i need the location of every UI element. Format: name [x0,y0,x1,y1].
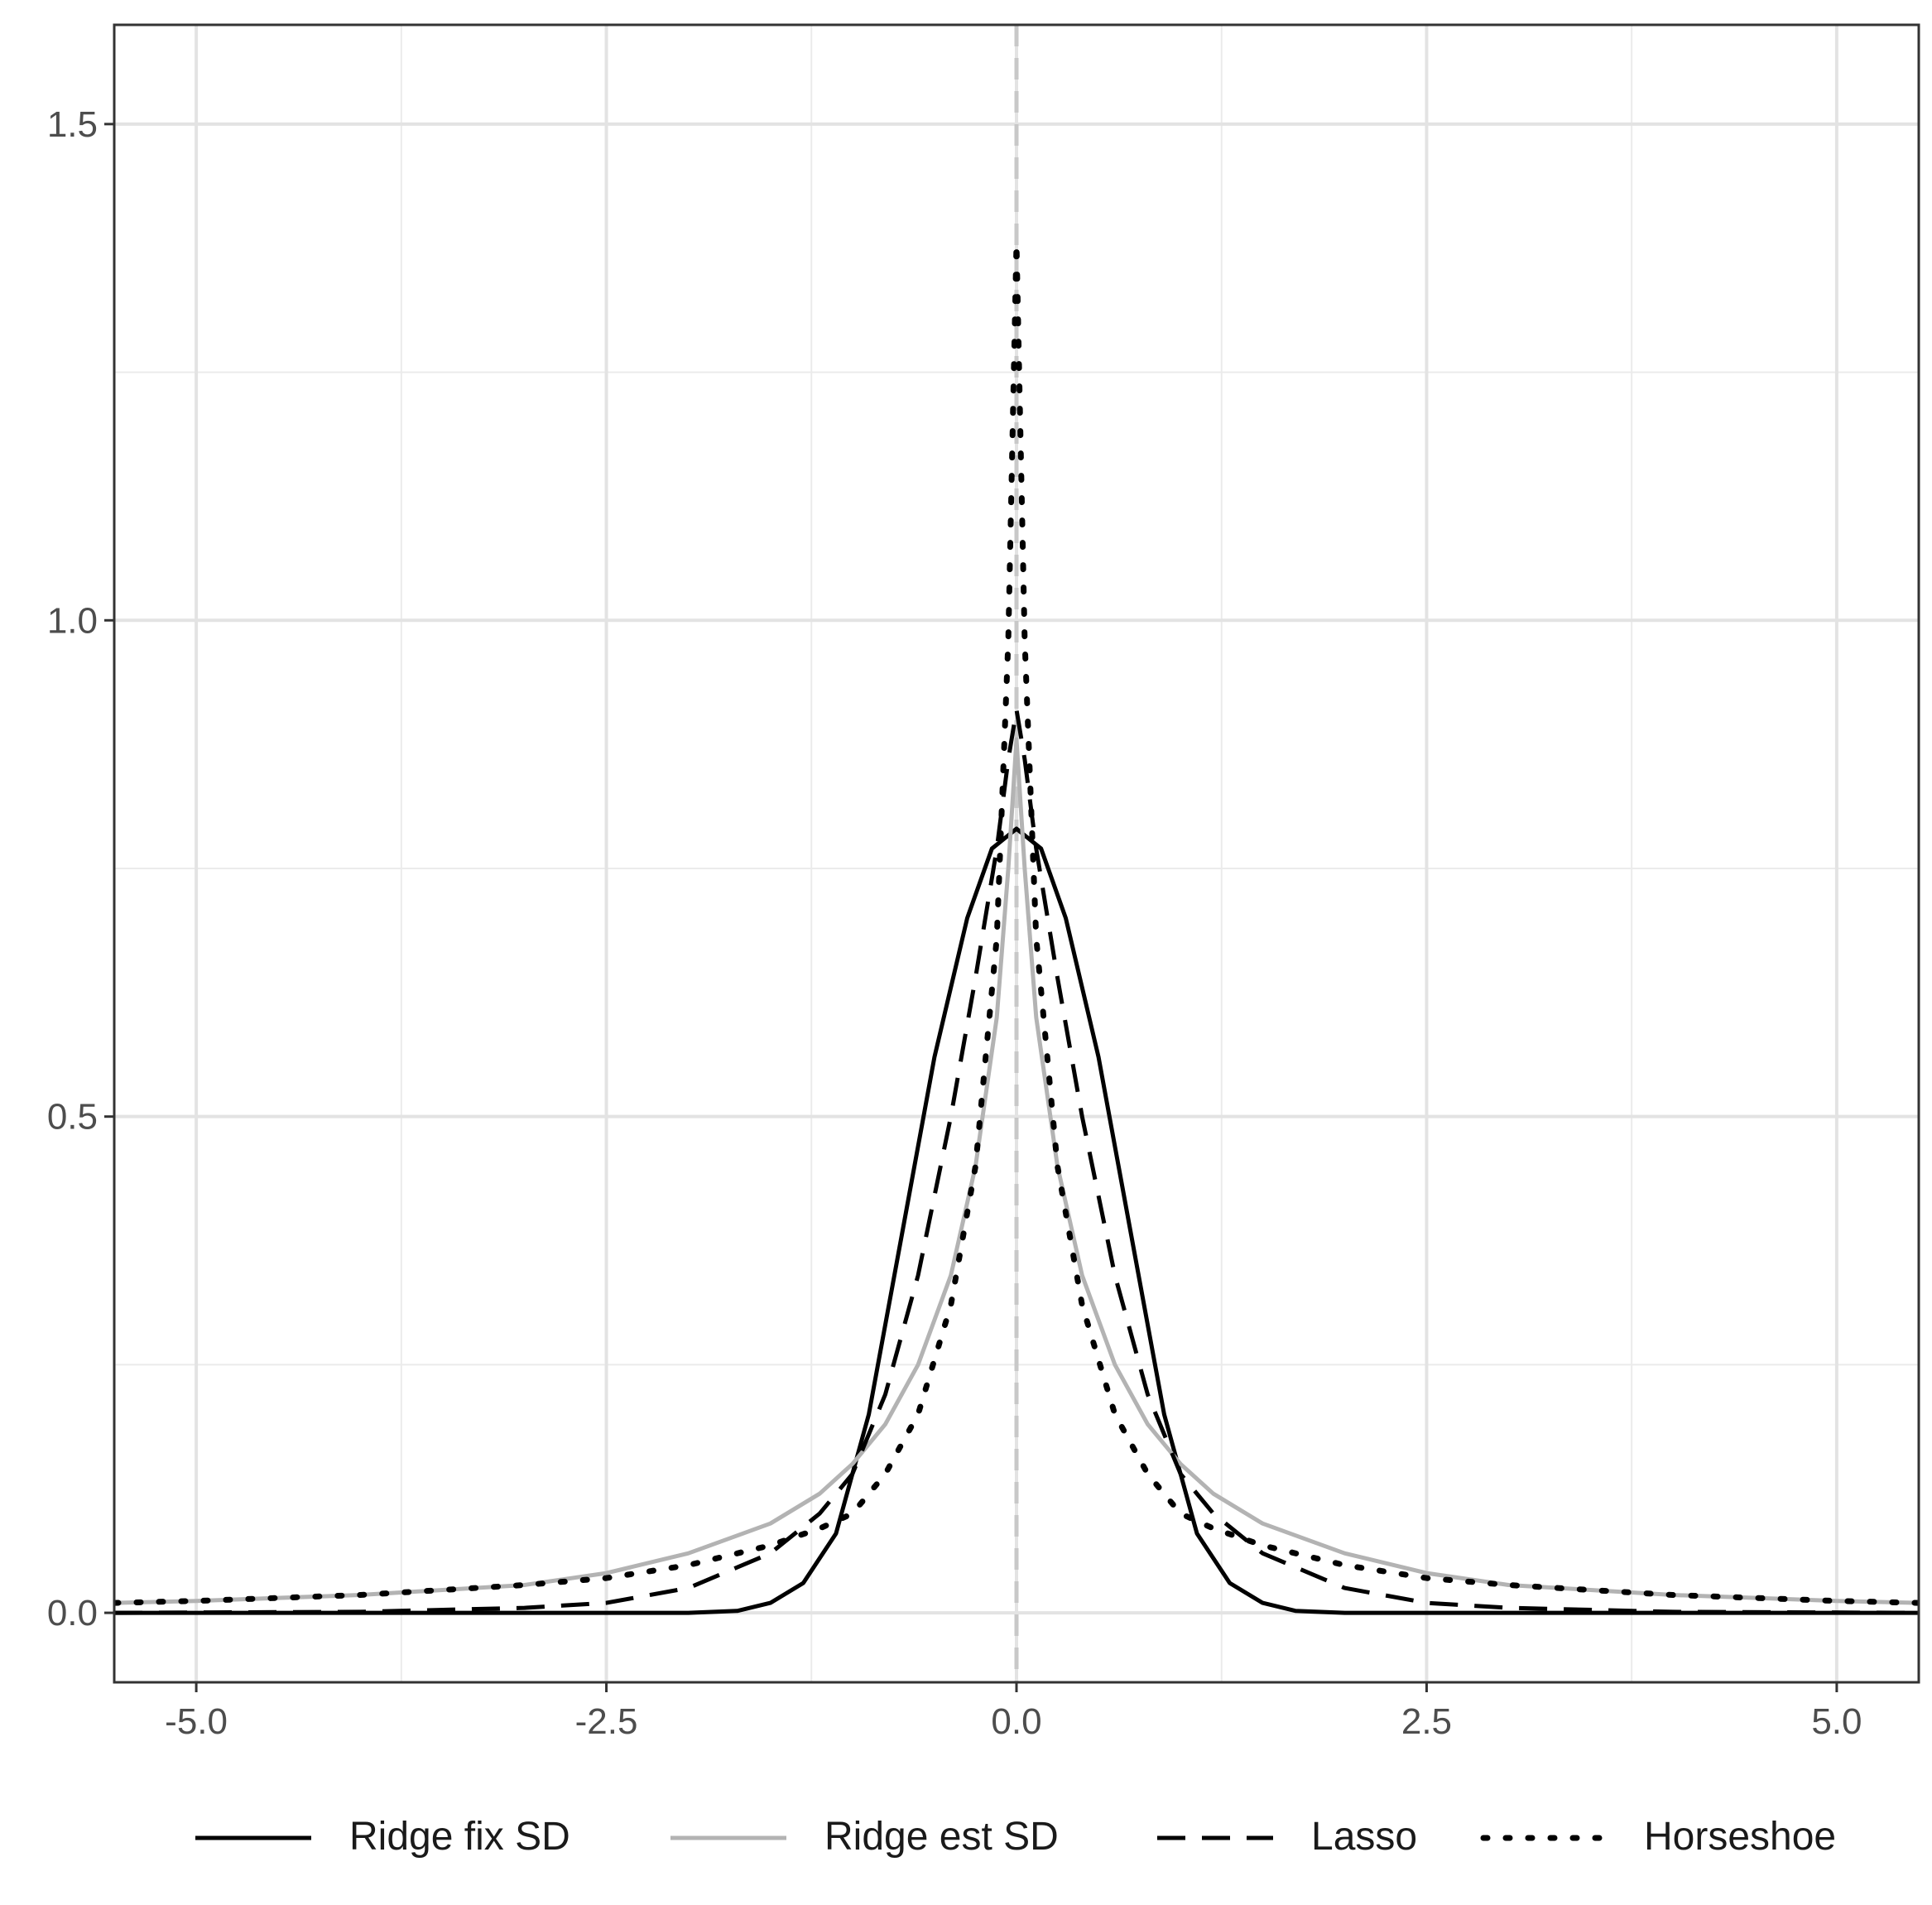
series-line-ridge-est-sd [114,737,1919,1605]
legend-label-ridge-fix-sd: Ridge fix SD [349,1815,570,1859]
x-tick-label: 5.0 [1811,1701,1862,1742]
series-line-ridge-fix-sd [114,826,1919,1615]
x-tick-label: -2.5 [575,1701,638,1742]
x-tick-label: 2.5 [1401,1701,1452,1742]
x-tick-label: -5.0 [165,1701,228,1742]
y-tick-label: 0.0 [47,1593,98,1633]
legend-label-ridge-est-sd: Ridge est SD [824,1815,1059,1859]
legend-label-horseshoe: Horseshoe [1644,1815,1836,1859]
series-line-lasso [114,707,1919,1615]
x-axis: -5.0 -2.5 0.0 2.5 5.0 [165,1682,1862,1742]
y-axis: 0.0 0.5 1.0 1.5 [47,104,114,1633]
legend-label-lasso: Lasso [1311,1815,1417,1859]
y-tick-label: 1.5 [47,104,98,145]
x-tick-label: 0.0 [991,1701,1041,1742]
legend: Ridge fix SD Ridge est SD Lasso Horseshoe [195,1815,1836,1859]
y-tick-label: 1.0 [47,600,98,641]
series-layer [114,240,1919,1615]
y-tick-label: 0.5 [47,1097,98,1138]
